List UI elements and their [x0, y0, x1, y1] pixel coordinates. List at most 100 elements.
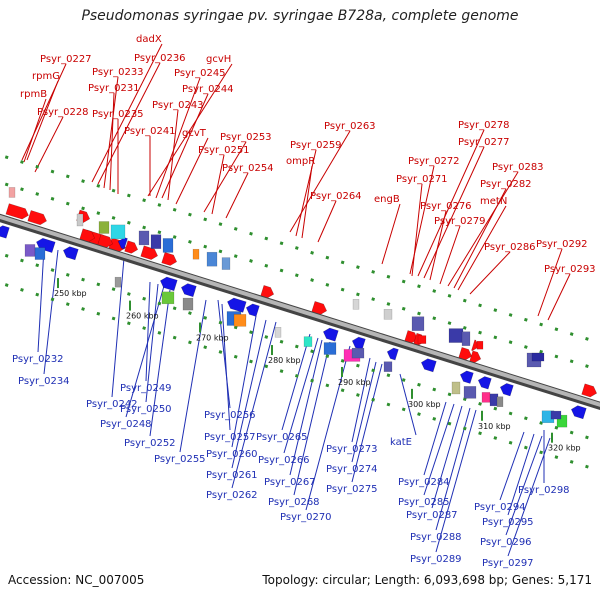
bottom-gene-label: Psyr_0252 [124, 438, 176, 449]
gene-feature-box [274, 327, 282, 338]
bottom-gene-label: Psyr_0232 [12, 354, 64, 365]
bottom-gene-label: Psyr_0295 [482, 517, 534, 528]
genome-title: Pseudomonas syringae pv. syringae B728a,… [81, 8, 519, 24]
top-gene-label: Psyr_0227 [40, 54, 92, 65]
bottom-gene-label: katE [390, 437, 412, 448]
top-gene-label: Psyr_0228 [37, 107, 89, 118]
top-gene-label: Psyr_0231 [88, 83, 140, 94]
forward-gene-arrow [260, 285, 275, 299]
top-gene-label: Psyr_0277 [458, 137, 510, 148]
gene-feature-box [550, 410, 562, 420]
bottom-gene-label: Psyr_0287 [406, 510, 458, 521]
top-gene-label: Psyr_0276 [420, 201, 472, 212]
label-leader-line [43, 249, 59, 375]
label-leader-line [147, 63, 233, 197]
scale-tick-label: 260 kbp [126, 312, 159, 321]
reverse-gene-arrow [386, 347, 399, 361]
bottom-gene-label: Psyr_0265 [256, 432, 308, 443]
label-leader-line [26, 80, 59, 161]
label-leader-line [145, 281, 151, 382]
reverse-gene-arrow [180, 283, 197, 298]
gene-feature-box [206, 251, 218, 267]
label-leader-line [21, 63, 67, 161]
label-leader-line [34, 116, 64, 173]
top-gene-label: Psyr_0272 [408, 156, 460, 167]
label-leader-line [221, 303, 231, 431]
top-gene-label: Psyr_0279 [434, 216, 486, 227]
gene-feature-box [34, 247, 46, 260]
gene-feature-box [233, 314, 247, 327]
gene-feature-box [24, 244, 36, 257]
gene-feature-box [383, 309, 393, 320]
label-leader-line [447, 171, 519, 287]
gene-feature-box [303, 336, 313, 347]
label-leader-line [439, 225, 461, 285]
gene-feature-box [461, 331, 471, 346]
label-leader-line [23, 98, 47, 163]
label-leader-line [289, 339, 323, 476]
label-leader-line [399, 373, 417, 436]
label-leader-line [431, 405, 463, 509]
label-leader-line [231, 315, 257, 448]
bottom-gene-label: Psyr_0297 [482, 558, 534, 569]
label-leader-line [301, 165, 313, 239]
bottom-gene-label: Psyr_0242 [86, 399, 138, 410]
reverse-gene-arrow [227, 297, 247, 313]
top-gene-label: Psyr_0236 [134, 53, 186, 64]
accession-text: Accession: NC_007005 [8, 573, 145, 587]
label-leader-line [411, 183, 423, 277]
label-leader-line [507, 437, 551, 557]
gene-feature-box [150, 234, 162, 249]
reverse-gene-arrow [245, 303, 260, 317]
label-leader-line [295, 149, 317, 237]
bottom-gene-label: Psyr_0267 [264, 477, 316, 488]
bottom-gene-label: Psyr_0266 [258, 455, 310, 466]
top-gene-label: Psyr_0286 [484, 242, 536, 253]
gene-feature-box [162, 238, 174, 253]
gene-feature-box [531, 352, 545, 362]
label-leader-line [91, 43, 163, 183]
label-leader-line [429, 210, 447, 281]
bottom-gene-label: Psyr_0298 [518, 485, 570, 496]
top-gene-label: Psyr_0293 [544, 264, 596, 275]
label-leader-line [293, 341, 331, 496]
reverse-gene-arrow [420, 358, 437, 373]
bottom-gene-label: Psyr_0274 [326, 464, 378, 475]
gene-feature-box [192, 248, 200, 260]
forward-gene-arrow [97, 234, 114, 248]
gene-feature-box [351, 347, 365, 359]
label-leader-line [179, 299, 207, 453]
bottom-gene-label: Psyr_0255 [154, 454, 206, 465]
top-gene-label: Psyr_0233 [92, 67, 144, 78]
top-gene-label: Psyr_0263 [324, 121, 376, 132]
label-leader-line [547, 273, 571, 321]
gene-feature-box [448, 328, 464, 343]
bottom-gene-label: Psyr_0294 [474, 502, 526, 513]
top-gene-label: rpmG [32, 71, 60, 82]
track-boundary [0, 180, 600, 372]
top-gene-label: metN [480, 196, 507, 207]
scale-tick-label: 320 kbp [548, 444, 581, 453]
label-leader-line [167, 109, 179, 201]
label-leader-line [283, 337, 319, 454]
forward-gene-arrow [79, 228, 96, 243]
forward-gene-arrow [27, 210, 47, 226]
label-leader-line [175, 137, 209, 205]
reverse-gene-arrow [351, 336, 366, 350]
label-leader-line [231, 321, 277, 489]
label-leader-line [97, 62, 161, 185]
forward-gene-arrow [311, 301, 328, 315]
reverse-gene-arrow [459, 370, 474, 384]
bottom-gene-label: Psyr_0261 [206, 470, 258, 481]
reverse-gene-arrow [62, 246, 79, 261]
bottom-gene-label: Psyr_0285 [398, 497, 450, 508]
bottom-gene-label: Psyr_0250 [120, 404, 172, 415]
track-boundary [0, 252, 600, 443]
scale-tick-label: 280 kbp [268, 356, 301, 365]
bottom-gene-label: Psyr_0260 [206, 449, 258, 460]
top-gene-label: rpmB [20, 89, 47, 100]
reverse-gene-arrow [117, 237, 128, 250]
label-leader-line [111, 257, 125, 398]
top-gene-label: Psyr_0264 [310, 191, 362, 202]
